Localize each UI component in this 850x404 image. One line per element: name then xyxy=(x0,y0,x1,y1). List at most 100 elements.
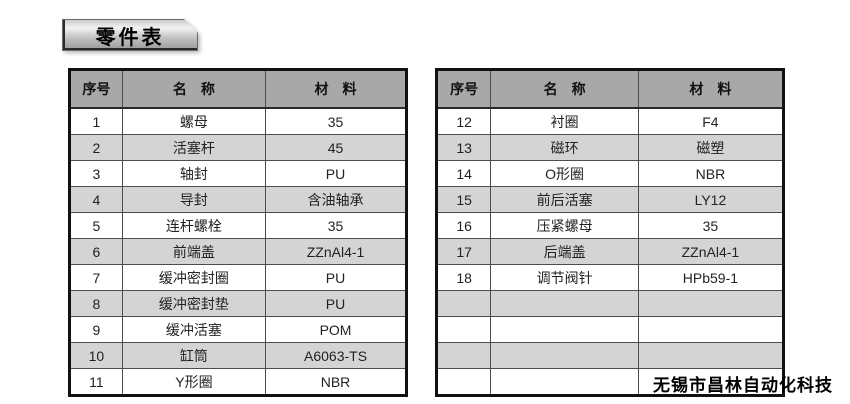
cell-name: 活塞杆 xyxy=(121,134,267,161)
cell-seq: 8 xyxy=(69,290,123,317)
cell-seq: 9 xyxy=(69,316,123,343)
cell-seq xyxy=(435,290,492,317)
page-title-label: 零件表 xyxy=(95,26,165,49)
table-row: 16 压紧螺母 35 xyxy=(435,212,785,239)
table-row: 17 后端盖 ZZnAl4-1 xyxy=(435,238,785,265)
company-name: 无锡市昌林自动化科技 xyxy=(653,376,833,395)
table-row: 6 前端盖 ZZnAl4-1 xyxy=(69,238,407,265)
cell-seq: 16 xyxy=(435,212,492,239)
cell-seq: 12 xyxy=(435,107,492,135)
cell-seq: 10 xyxy=(69,342,123,369)
table-row: 10 缸筒 A6063-TS xyxy=(69,342,407,369)
table-row: 4 导封 含油轴承 xyxy=(69,186,407,213)
page-title: 零件表 xyxy=(62,19,198,51)
cell-name: 缸筒 xyxy=(121,342,267,369)
cell-material: 磁塑 xyxy=(637,134,785,161)
cell-name xyxy=(490,342,639,369)
cell-seq: 14 xyxy=(435,160,492,187)
cell-material: 35 xyxy=(265,107,407,135)
cell-seq: 6 xyxy=(69,238,123,265)
cell-seq: 2 xyxy=(69,134,123,161)
cell-material: ZZnAl4-1 xyxy=(637,238,785,265)
column-header: 名 称 xyxy=(490,69,639,109)
cell-name: 磁环 xyxy=(490,134,639,161)
column-header: 序号 xyxy=(69,69,123,109)
cell-seq: 18 xyxy=(435,264,492,291)
table-row: 5 连杆螺栓 35 xyxy=(69,212,407,239)
cell-material: F4 xyxy=(637,107,785,135)
cell-material xyxy=(637,290,785,317)
cell-name: 缓冲活塞 xyxy=(121,316,267,343)
page-title-tab: 零件表 xyxy=(62,19,198,51)
parts-table-left: 序号名 称材 料 1 螺母 35 2 活塞杆 45 3 轴封 PU 4 导封 含油轴承 5 连杆螺栓 35 6 前… xyxy=(68,68,408,397)
cell-seq: 11 xyxy=(69,368,123,396)
cell-seq xyxy=(435,342,492,369)
cell-name: 衬圈 xyxy=(490,107,639,135)
column-header: 材 料 xyxy=(265,69,407,109)
column-header: 序号 xyxy=(435,69,492,109)
cell-name xyxy=(490,290,639,317)
table-row xyxy=(435,368,785,396)
cell-name: 调节阀针 xyxy=(490,264,639,291)
cell-material: PU xyxy=(265,264,407,291)
cell-material xyxy=(637,342,785,369)
cell-material: 45 xyxy=(265,134,407,161)
cell-material: ZZnAl4-1 xyxy=(265,238,407,265)
table-row: 8 缓冲密封垫 PU xyxy=(69,290,407,317)
table-row: 2 活塞杆 45 xyxy=(69,134,407,161)
cell-material: 含油轴承 xyxy=(265,186,407,213)
cell-material: NBR xyxy=(265,368,407,396)
cell-material: NBR xyxy=(637,160,785,187)
table-row xyxy=(435,290,785,317)
cell-name: 前后活塞 xyxy=(490,186,639,213)
header-row: 序号名 称材 料 xyxy=(69,69,407,109)
cell-name: 缓冲密封垫 xyxy=(121,290,267,317)
table-row: 7 缓冲密封圈 PU xyxy=(69,264,407,291)
cell-seq: 5 xyxy=(69,212,123,239)
column-header: 名 称 xyxy=(121,69,267,109)
cell-name: Y形圈 xyxy=(121,368,267,396)
cell-seq: 3 xyxy=(69,160,123,187)
header-row: 序号名 称材 料 xyxy=(435,69,785,109)
table-row: 12 衬圈 F4 xyxy=(435,107,785,135)
table-row: 18 调节阀针 HPb59-1 xyxy=(435,264,785,291)
table-row: 13 磁环 磁塑 xyxy=(435,134,785,161)
cell-name: 轴封 xyxy=(121,160,267,187)
cell-name: 后端盖 xyxy=(490,238,639,265)
cell-material: PU xyxy=(265,290,407,317)
cell-seq: 1 xyxy=(69,107,123,135)
cell-name: 螺母 xyxy=(121,107,267,135)
cell-material: A6063-TS xyxy=(265,342,407,369)
cell-seq xyxy=(435,316,492,343)
cell-seq: 15 xyxy=(435,186,492,213)
cell-name: 导封 xyxy=(121,186,267,213)
cell-material: POM xyxy=(265,316,407,343)
table-row: 15 前后活塞 LY12 xyxy=(435,186,785,213)
table-row: 1 螺母 35 xyxy=(69,107,407,135)
cell-material xyxy=(637,368,785,396)
cell-name: O形圈 xyxy=(490,160,639,187)
table-row: 14 O形圈 NBR xyxy=(435,160,785,187)
cell-seq: 13 xyxy=(435,134,492,161)
cell-seq: 17 xyxy=(435,238,492,265)
cell-material: HPb59-1 xyxy=(637,264,785,291)
cell-material: PU xyxy=(265,160,407,187)
cell-material xyxy=(637,316,785,343)
cell-seq xyxy=(435,368,492,396)
cell-material: 35 xyxy=(265,212,407,239)
cell-name: 连杆螺栓 xyxy=(121,212,267,239)
table-row xyxy=(435,316,785,343)
cell-material: 35 xyxy=(637,212,785,239)
parts-table-right: 序号名 称材 料 12 衬圈 F4 13 磁环 磁塑 14 O形圈 NBR 15 前后活塞 LY12 16… xyxy=(435,68,785,397)
cell-name: 缓冲密封圈 xyxy=(121,264,267,291)
column-header: 材 料 xyxy=(637,69,785,109)
cell-material: LY12 xyxy=(637,186,785,213)
table-row: 9 缓冲活塞 POM xyxy=(69,316,407,343)
cell-name: 压紧螺母 xyxy=(490,212,639,239)
cell-name xyxy=(490,316,639,343)
cell-seq: 7 xyxy=(69,264,123,291)
table-row: 11 Y形圈 NBR xyxy=(69,368,407,396)
cell-name: 前端盖 xyxy=(121,238,267,265)
cell-seq: 4 xyxy=(69,186,123,213)
